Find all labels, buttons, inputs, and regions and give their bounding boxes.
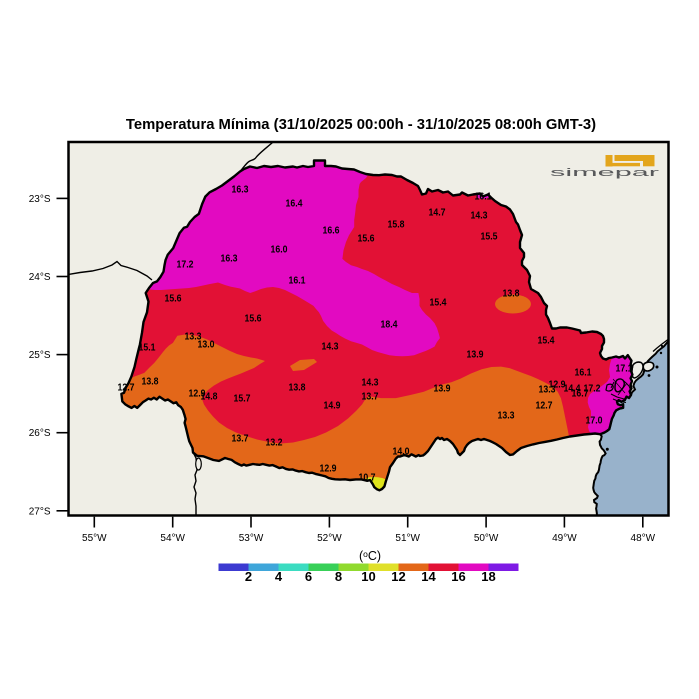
svg-text:26°S: 26°S	[29, 428, 51, 439]
svg-text:23°S: 23°S	[29, 194, 51, 205]
svg-text:17.2: 17.2	[177, 260, 194, 271]
svg-text:12.9: 12.9	[320, 464, 337, 475]
svg-text:13.8: 13.8	[142, 377, 159, 388]
svg-text:13.3: 13.3	[185, 332, 202, 343]
svg-text:55°W: 55°W	[82, 533, 107, 544]
svg-text:14.8: 14.8	[201, 392, 218, 403]
svg-text:52°W: 52°W	[317, 533, 342, 544]
svg-text:12.9: 12.9	[549, 380, 566, 391]
svg-text:54°W: 54°W	[160, 533, 185, 544]
svg-text:15.4: 15.4	[538, 336, 555, 347]
svg-text:13.3: 13.3	[539, 385, 556, 396]
svg-text:51°W: 51°W	[395, 533, 420, 544]
svg-text:15.8: 15.8	[388, 220, 405, 231]
svg-text:15.7: 15.7	[234, 394, 251, 405]
svg-text:27°S: 27°S	[29, 506, 51, 517]
svg-text:4: 4	[275, 569, 283, 584]
svg-text:16.1: 16.1	[575, 368, 592, 379]
svg-text:15.4: 15.4	[430, 298, 447, 309]
svg-text:14.9: 14.9	[324, 401, 341, 412]
svg-text:18.4: 18.4	[381, 320, 398, 331]
svg-text:8: 8	[335, 569, 342, 584]
svg-text:14.4: 14.4	[564, 384, 581, 395]
svg-text:17.1: 17.1	[616, 364, 633, 375]
svg-text:12: 12	[391, 569, 405, 584]
svg-text:16.1: 16.1	[475, 192, 492, 203]
svg-text:14.7: 14.7	[429, 208, 446, 219]
svg-text:14.0: 14.0	[393, 447, 410, 458]
svg-text:13.8: 13.8	[289, 383, 306, 394]
svg-text:15.6: 15.6	[358, 234, 375, 245]
svg-text:simepar: simepar	[550, 167, 660, 179]
svg-text:6: 6	[305, 569, 312, 584]
svg-text:13.0: 13.0	[198, 340, 215, 351]
svg-text:24°S: 24°S	[29, 272, 51, 283]
svg-text:12.7: 12.7	[536, 401, 553, 412]
svg-text:13.8: 13.8	[503, 289, 520, 300]
svg-text:13.7: 13.7	[232, 434, 249, 445]
svg-text:14.3: 14.3	[322, 342, 339, 353]
svg-text:13.9: 13.9	[434, 384, 451, 395]
svg-text:15.6: 15.6	[245, 314, 262, 325]
svg-text:13.9: 13.9	[467, 350, 484, 361]
svg-text:13.2: 13.2	[266, 438, 283, 449]
svg-text:12.9: 12.9	[189, 389, 206, 400]
svg-text:13.3: 13.3	[498, 411, 515, 422]
svg-text:2: 2	[245, 569, 252, 584]
svg-text:17.2: 17.2	[584, 384, 601, 395]
svg-text:16.0: 16.0	[271, 245, 288, 256]
svg-text:50°W: 50°W	[474, 533, 499, 544]
svg-text:Temperatura Mínima (31/10/2025: Temperatura Mínima (31/10/2025 00:00h - …	[126, 117, 596, 133]
svg-text:16.6: 16.6	[323, 226, 340, 237]
svg-text:15.1: 15.1	[139, 343, 156, 354]
svg-text:15.6: 15.6	[165, 294, 182, 305]
svg-text:10.7: 10.7	[359, 473, 376, 484]
svg-text:12.7: 12.7	[118, 383, 135, 394]
svg-text:25°S: 25°S	[29, 350, 51, 361]
svg-text:14.3: 14.3	[362, 378, 379, 389]
svg-text:18: 18	[481, 569, 495, 584]
svg-text:10: 10	[361, 569, 375, 584]
svg-text:16.7: 16.7	[572, 389, 589, 400]
svg-text:53°W: 53°W	[239, 533, 264, 544]
svg-text:16.3: 16.3	[221, 254, 238, 265]
svg-text:15.5: 15.5	[481, 232, 498, 243]
svg-text:49°W: 49°W	[552, 533, 577, 544]
svg-text:16.1: 16.1	[289, 276, 306, 287]
svg-text:16: 16	[451, 569, 465, 584]
svg-text:13.7: 13.7	[362, 392, 379, 403]
svg-text:16.4: 16.4	[286, 199, 303, 210]
svg-text:16.3: 16.3	[232, 185, 249, 196]
svg-text:(oC): (oC)	[359, 549, 381, 563]
svg-text:17.0: 17.0	[586, 416, 603, 427]
svg-text:14.3: 14.3	[471, 211, 488, 222]
svg-text:14: 14	[421, 569, 436, 584]
svg-text:48°W: 48°W	[631, 533, 656, 544]
